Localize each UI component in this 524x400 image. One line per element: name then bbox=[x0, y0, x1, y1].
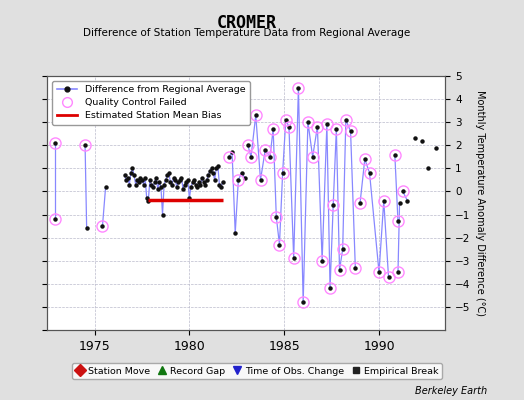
Y-axis label: Monthly Temperature Anomaly Difference (°C): Monthly Temperature Anomaly Difference (… bbox=[475, 90, 485, 316]
Text: Difference of Station Temperature Data from Regional Average: Difference of Station Temperature Data f… bbox=[83, 28, 410, 38]
Text: Berkeley Earth: Berkeley Earth bbox=[415, 386, 487, 396]
Legend: Station Move, Record Gap, Time of Obs. Change, Empirical Break: Station Move, Record Gap, Time of Obs. C… bbox=[72, 363, 442, 379]
Legend: Difference from Regional Average, Quality Control Failed, Estimated Station Mean: Difference from Regional Average, Qualit… bbox=[52, 81, 250, 125]
Text: CROMER: CROMER bbox=[216, 14, 276, 32]
